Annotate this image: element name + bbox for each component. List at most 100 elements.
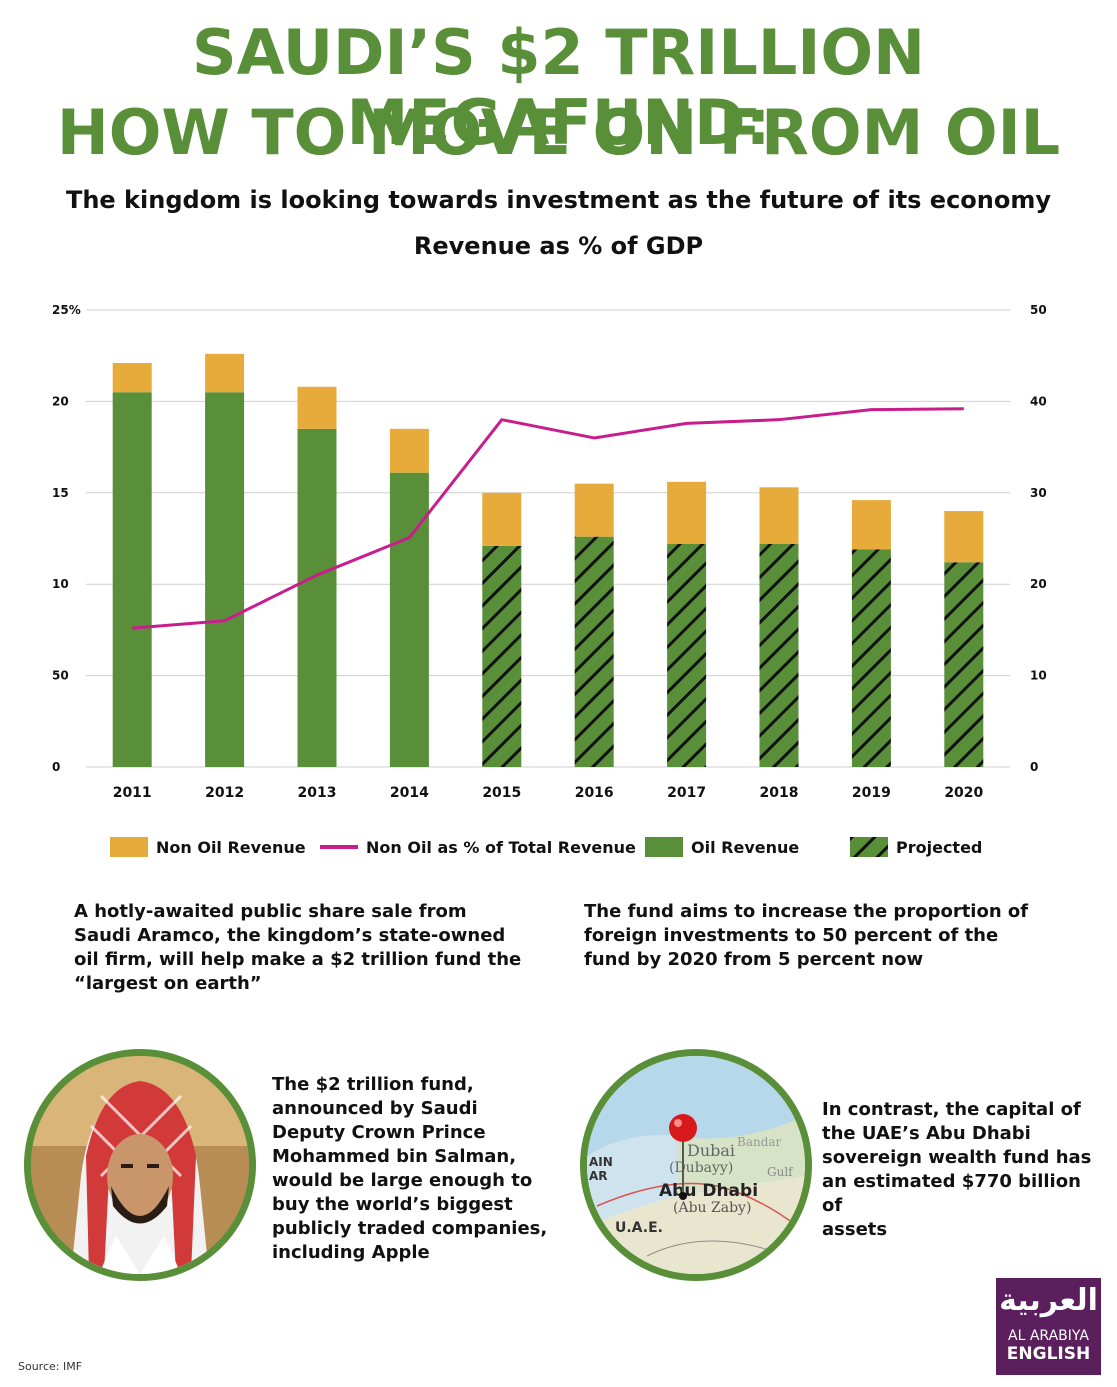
bar-non-oil-revenue — [205, 353, 245, 393]
bar-oil-revenue — [574, 536, 614, 767]
legend-swatch-hatch — [850, 837, 888, 857]
note-line: an estimated $770 billion of — [822, 1171, 1081, 1216]
bar-non-oil-revenue — [389, 428, 429, 473]
right-tick-label: 10 — [1030, 669, 1047, 683]
prince-photo — [24, 1049, 256, 1281]
x-tick-label: 2020 — [944, 785, 983, 801]
legend-non-oil-revenue: Non Oil Revenue — [110, 836, 306, 858]
logo-line2: ENGLISH — [1006, 1344, 1091, 1364]
map-label-abu-zaby: (Abu Zaby) — [673, 1200, 751, 1216]
note-line: Deputy Crown Prince — [272, 1122, 486, 1143]
left-tick-label: 0 — [52, 760, 60, 774]
legend-projected: Projected — [850, 836, 982, 858]
bar-non-oil-revenue — [944, 511, 984, 563]
chart-title: Revenue as % of GDP — [413, 232, 704, 260]
bar-oil-revenue — [389, 472, 429, 767]
left-tick-label: 20 — [52, 394, 69, 408]
bar-oil-revenue — [667, 543, 707, 767]
abu-dhabi-map: Dubai (Dubayy) Abu Dhabi (Abu Zaby) U.A.… — [580, 1049, 812, 1281]
logo-arabic: العربية — [999, 1283, 1098, 1318]
note-line: The fund aims to increase the proportion… — [584, 901, 1029, 922]
note-line: including Apple — [272, 1242, 430, 1263]
map-label-bandar: Bandar — [737, 1135, 782, 1149]
portrait-illustration — [31, 1056, 249, 1274]
note-line: In contrast, the capital of — [822, 1099, 1081, 1120]
note-line: publicly traded companies, — [272, 1218, 548, 1239]
map-label-gulf: Gulf — [767, 1165, 794, 1179]
bar-non-oil-revenue — [574, 483, 614, 537]
note-line: sovereign wealth fund has — [822, 1147, 1092, 1168]
x-tick-label: 2017 — [667, 785, 706, 801]
legend-swatch-line — [320, 837, 358, 857]
x-tick-label: 2012 — [205, 785, 244, 801]
note-line: assets — [822, 1219, 888, 1240]
x-tick-label: 2018 — [760, 785, 799, 801]
bar-oil-revenue — [759, 543, 799, 767]
note-line: announced by Saudi — [272, 1098, 478, 1119]
page-title-line1: SAUDI’S $2 TRILLION MEGAFUND: — [191, 16, 926, 159]
note-line: oil firm, will help make a $2 trillion f… — [74, 949, 522, 970]
bar-non-oil-revenue — [667, 481, 707, 544]
note-line: buy the world’s biggest — [272, 1194, 513, 1215]
right-tick-label: 20 — [1030, 577, 1047, 591]
legend-label: Oil Revenue — [691, 837, 800, 857]
al-arabiya-logo: العربية AL ARABIYA ENGLISH — [996, 1278, 1101, 1375]
page-title-line2: HOW TO MOVE ON FROM OIL — [56, 96, 1061, 169]
x-tick-label: 2011 — [113, 785, 152, 801]
bar-non-oil-revenue — [297, 386, 337, 429]
note-prince: The $2 trillion fund, announced by Saudi… — [272, 1073, 572, 1265]
left-tick-label: 10 — [52, 577, 69, 591]
legend-label: Non Oil as % of Total Revenue — [366, 837, 636, 857]
x-tick-label: 2015 — [482, 785, 521, 801]
map-label-dubayy: (Dubayy) — [669, 1160, 733, 1176]
line-non-oil-percent — [132, 407, 964, 630]
bar-oil-revenue — [944, 562, 984, 767]
note-line: foreign investments to 50 percent of the — [584, 925, 999, 946]
left-tick-label: 50 — [52, 669, 69, 683]
left-tick-label: 25% — [52, 303, 81, 317]
subtitle: The kingdom is looking towards investmen… — [65, 186, 1052, 214]
map-label-ain: AIN — [589, 1155, 613, 1169]
right-tick-label: 50 — [1030, 303, 1047, 317]
legend-swatch-green — [645, 837, 683, 857]
x-tick-label: 2014 — [390, 785, 429, 801]
bar-non-oil-revenue — [851, 500, 891, 550]
logo-line1: AL ARABIYA — [1008, 1328, 1089, 1344]
legend-non-oil-percent: Non Oil as % of Total Revenue — [320, 836, 636, 858]
note-line: Mohammed bin Salman, — [272, 1146, 517, 1167]
note-aramco: A hotly-awaited public share sale from S… — [74, 900, 524, 996]
source-note: Source: IMF — [18, 1360, 83, 1373]
bar-oil-revenue — [482, 545, 522, 767]
note-line: Saudi Aramco, the kingdom’s state-owned — [74, 925, 506, 946]
note-line: fund by 2020 from 5 percent now — [584, 949, 924, 970]
legend-swatch-yellow — [110, 837, 148, 857]
note-line: A hotly-awaited public share sale from — [74, 901, 467, 922]
left-tick-label: 15 — [52, 486, 69, 500]
legend-oil-revenue: Oil Revenue — [645, 836, 799, 858]
map-illustration: Dubai (Dubayy) Abu Dhabi (Abu Zaby) U.A.… — [587, 1056, 805, 1274]
x-tick-label: 2019 — [852, 785, 891, 801]
note-foreign-investment: The fund aims to increase the proportion… — [584, 900, 1054, 972]
bar-oil-revenue — [297, 428, 337, 767]
legend-label: Non Oil Revenue — [156, 837, 306, 857]
bar-oil-revenue — [112, 392, 152, 767]
x-tick-label: 2016 — [575, 785, 614, 801]
right-tick-label: 30 — [1030, 486, 1047, 500]
bar-non-oil-revenue — [759, 487, 799, 544]
bar-oil-revenue — [205, 392, 245, 767]
bar-non-oil-revenue — [482, 492, 522, 546]
bar-non-oil-revenue — [112, 363, 152, 393]
map-label-dubai: Dubai — [687, 1141, 735, 1160]
right-tick-label: 40 — [1030, 394, 1047, 408]
right-tick-label: 0 — [1030, 760, 1038, 774]
map-label-uae: U.A.E. — [615, 1220, 663, 1236]
note-line: would be large enough to — [272, 1170, 533, 1191]
note-line: “largest on earth” — [74, 973, 262, 994]
x-tick-label: 2013 — [298, 785, 337, 801]
note-line: The $2 trillion fund, — [272, 1074, 474, 1095]
bar-oil-revenue — [851, 549, 891, 767]
note-line: the UAE’s Abu Dhabi — [822, 1123, 1031, 1144]
legend-label: Projected — [896, 837, 983, 857]
map-label-abu-dhabi: Abu Dhabi — [659, 1181, 758, 1201]
